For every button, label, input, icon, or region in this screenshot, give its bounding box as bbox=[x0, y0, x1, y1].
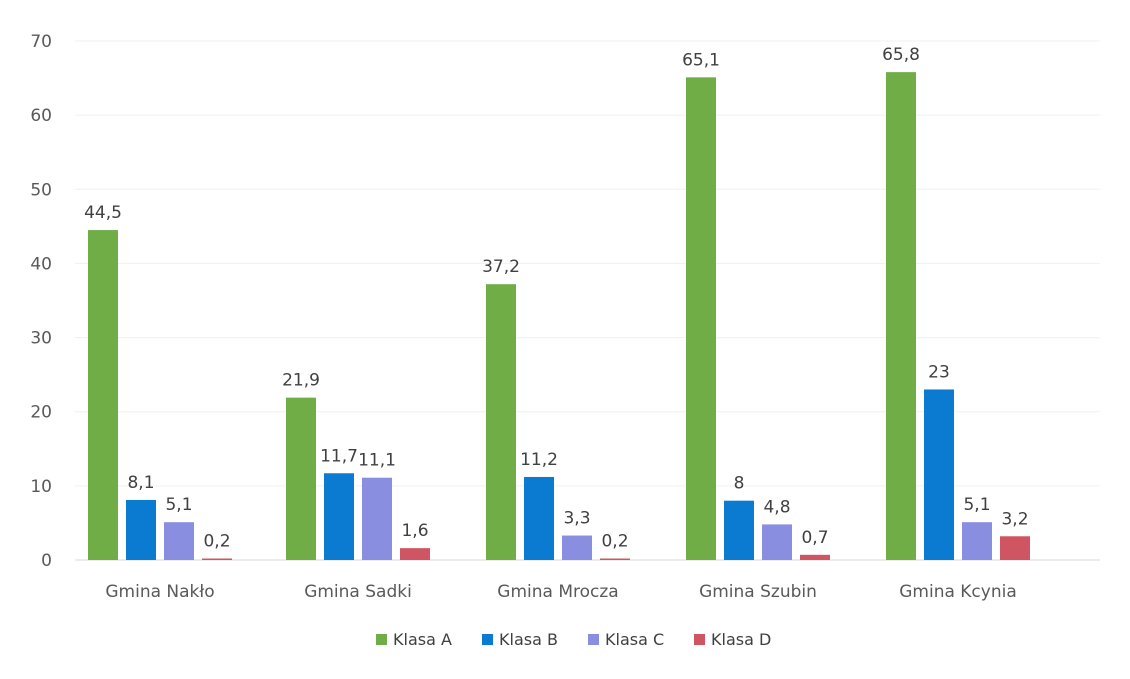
bar-klasa-c bbox=[962, 522, 992, 560]
data-labels: 44,5 8,1 5,1 0,2 21,9 11,7 11,1 1,6 37,2 11,2 3,3 0… bbox=[84, 45, 1028, 551]
legend: Klasa A Klasa B Klasa C Klasa D bbox=[376, 630, 771, 649]
gridlines bbox=[75, 40, 1100, 561]
y-tick-label: 60 bbox=[30, 106, 52, 126]
bar-klasa-b bbox=[924, 389, 954, 560]
bar-klasa-c bbox=[562, 535, 592, 560]
data-label: 44,5 bbox=[84, 203, 122, 223]
bar-klasa-b bbox=[524, 476, 554, 560]
data-label: 21,9 bbox=[282, 371, 320, 391]
x-category-label: Gmina Sadki bbox=[304, 582, 412, 602]
data-label: 23 bbox=[928, 362, 950, 382]
data-label: 5,1 bbox=[165, 495, 192, 515]
y-tick-label: 50 bbox=[30, 180, 52, 200]
data-label: 37,2 bbox=[482, 257, 520, 277]
y-tick-label: 20 bbox=[30, 403, 52, 423]
bar-klasa-a bbox=[686, 77, 716, 560]
data-label: 8 bbox=[734, 474, 745, 494]
bar-klasa-a bbox=[88, 230, 118, 561]
x-axis-categories: Gmina Nakło Gmina Sadki Gmina Mrocza Gmina … bbox=[105, 582, 1016, 602]
y-tick-label: 30 bbox=[30, 329, 52, 349]
bar-klasa-b bbox=[324, 473, 354, 560]
bar-klasa-b bbox=[126, 499, 156, 560]
bar-klasa-d bbox=[1000, 536, 1030, 560]
data-label: 0,7 bbox=[801, 528, 828, 548]
bar-klasa-b bbox=[724, 500, 754, 560]
bar-klasa-d bbox=[800, 554, 830, 560]
data-label: 5,1 bbox=[963, 495, 990, 515]
legend-label: Klasa A bbox=[393, 630, 452, 649]
data-label: 8,1 bbox=[127, 473, 154, 493]
data-label: 65,1 bbox=[682, 50, 720, 70]
legend-swatch bbox=[482, 634, 493, 645]
x-category-label: Gmina Mrocza bbox=[497, 582, 618, 602]
x-category-label: Gmina Szubin bbox=[699, 582, 817, 602]
legend-swatch bbox=[588, 634, 599, 645]
bar-klasa-c bbox=[762, 524, 792, 560]
legend-label: Klasa D bbox=[711, 630, 771, 649]
y-tick-label: 0 bbox=[41, 551, 52, 571]
y-tick-label: 10 bbox=[30, 477, 52, 497]
bar-klasa-c bbox=[164, 522, 194, 560]
bar-klasa-a bbox=[486, 284, 516, 560]
data-label: 4,8 bbox=[763, 497, 790, 517]
legend-swatch bbox=[694, 634, 705, 645]
bar-klasa-a bbox=[286, 397, 316, 560]
data-label: 1,6 bbox=[401, 521, 428, 541]
legend-swatch bbox=[376, 634, 387, 645]
bar-klasa-d bbox=[400, 548, 430, 560]
data-label: 3,2 bbox=[1001, 509, 1028, 529]
y-tick-label: 40 bbox=[30, 254, 52, 274]
y-tick-label: 70 bbox=[30, 32, 52, 52]
legend-label: Klasa C bbox=[605, 630, 664, 649]
bar-klasa-c bbox=[362, 477, 392, 560]
data-label: 11,2 bbox=[520, 450, 558, 470]
x-category-label: Gmina Kcynia bbox=[899, 582, 1017, 602]
data-label: 11,7 bbox=[320, 446, 358, 466]
y-axis-ticks: 0 10 20 30 40 50 60 70 bbox=[30, 32, 52, 571]
bar-klasa-a bbox=[886, 72, 916, 560]
legend-label: Klasa B bbox=[499, 630, 558, 649]
bar-klasa-d bbox=[202, 558, 232, 560]
data-label: 3,3 bbox=[563, 509, 590, 529]
x-category-label: Gmina Nakło bbox=[105, 582, 214, 602]
bars bbox=[88, 72, 1030, 561]
data-label: 0,2 bbox=[601, 532, 628, 552]
data-label: 65,8 bbox=[882, 45, 920, 65]
data-label: 0,2 bbox=[203, 532, 230, 552]
data-label: 11,1 bbox=[358, 451, 396, 471]
bar-klasa-d bbox=[600, 558, 630, 560]
